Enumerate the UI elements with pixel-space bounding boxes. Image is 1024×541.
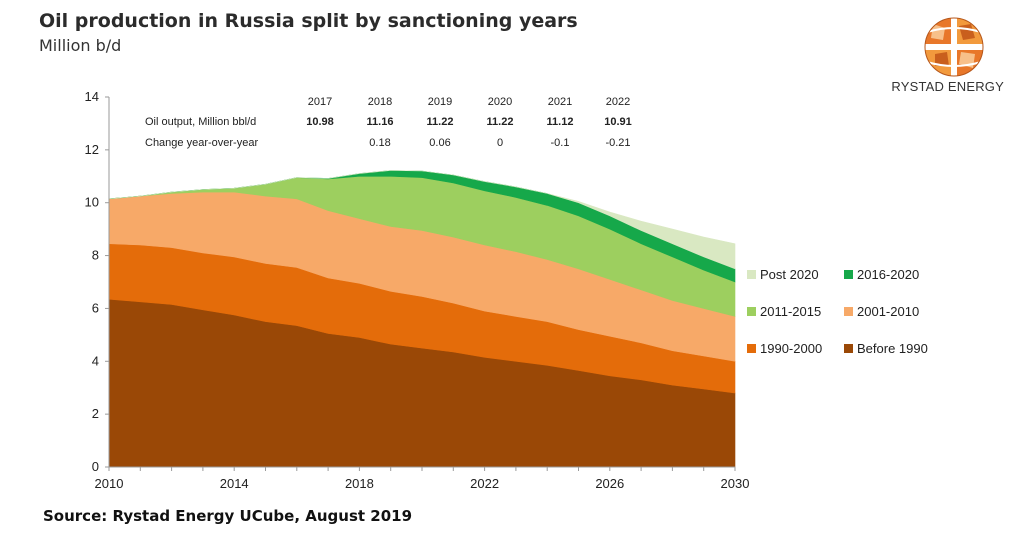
legend-swatch [844,307,853,316]
table-cell: 0.06 [429,137,450,149]
legend-label: Before 1990 [857,341,928,356]
table-year-header: 2019 [428,96,452,108]
legend-label: 2016-2020 [857,267,919,282]
brand-name: RYSTAD ENERGY [891,79,1004,94]
legend-swatch [747,344,756,353]
chart-axes: 0 2 4 6 8 10 12 14 2010 2014 2018 2022 2026 2030 [85,89,750,491]
table-cell: 11.12 [547,116,574,128]
legend-label: 2011-2015 [760,304,821,319]
x-tick-label: 2014 [220,476,249,491]
page-subtitle: Million b/d [39,36,122,55]
table-cell: -0.1 [551,137,570,149]
table-year-header: 2018 [368,96,392,108]
table-row-label: Oil output, Million bbl/d [145,116,256,128]
table-cell: 11.22 [487,116,514,128]
x-tick-label: 2030 [721,476,750,491]
legend-label: Post 2020 [760,267,819,282]
y-tick-label: 14 [85,89,99,104]
table-row-label: Change year-over-year [145,137,258,149]
y-tick-label: 12 [85,142,99,157]
table-cell: 11.22 [427,116,454,128]
y-tick-label: 2 [92,406,99,421]
page-title: Oil production in Russia split by sancti… [39,10,578,32]
stacked-areas [108,170,736,468]
x-tick-label: 2018 [345,476,374,491]
table-cell: 10.91 [604,116,632,128]
x-tick-label: 2022 [470,476,499,491]
production-table: 2017 2018 2019 2020 2021 2022 Oil output, Mill… [145,96,632,149]
table-cell: 0.18 [369,137,390,149]
table-cell: 11.16 [367,116,394,128]
legend-swatch [747,270,756,279]
table-year-header: 2020 [488,96,512,108]
legend-label: 1990-2000 [760,341,822,356]
table-cell: 0 [497,137,503,149]
area-series-5 [108,170,736,270]
table-year-header: 2022 [606,96,630,108]
rystad-globe-logo-icon [921,14,987,80]
legend-swatch [747,307,756,316]
y-tick-label: 6 [92,300,99,315]
y-tick-label: 0 [92,459,99,474]
source-note: Source: Rystad Energy UCube, August 2019 [43,507,413,525]
legend-swatch [844,270,853,279]
chart-legend: Post 2020 2016-2020 2011-2015 2001-2010 1990… [747,267,928,356]
y-tick-label: 4 [92,353,99,368]
legend-swatch [844,344,853,353]
table-cell: -0.21 [605,137,630,149]
table-cell: 10.98 [306,116,334,128]
table-year-header: 2021 [548,96,572,108]
y-tick-label: 10 [85,195,99,210]
y-tick-label: 8 [92,248,99,263]
legend-label: 2001-2010 [857,304,919,319]
table-year-header: 2017 [308,96,332,108]
x-tick-label: 2010 [95,476,124,491]
x-tick-label: 2026 [595,476,624,491]
